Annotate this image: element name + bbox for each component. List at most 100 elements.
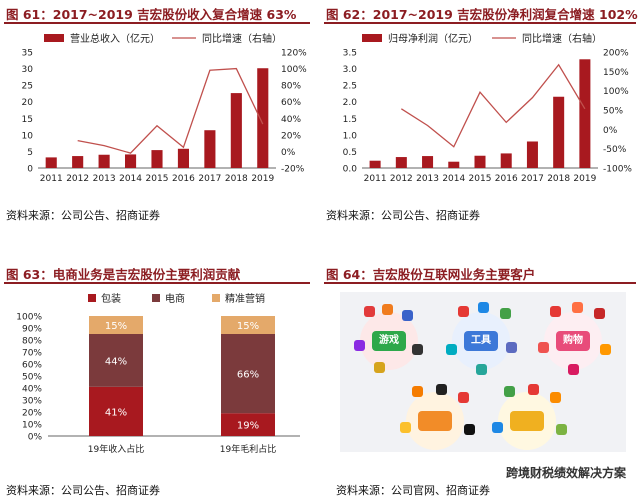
x-tick-label: 2019 (251, 174, 274, 184)
bar (474, 155, 486, 168)
bar (72, 156, 84, 168)
app-icon (492, 422, 503, 433)
bar (500, 153, 512, 168)
legend-swatch (152, 294, 160, 302)
fig64-source: 资料来源：公司官网、招商证券 (336, 484, 490, 497)
app-icon (458, 306, 469, 317)
x-tick-label: 2012 (66, 174, 89, 184)
app-icon (568, 364, 579, 375)
bar (422, 156, 434, 168)
app-icon (550, 306, 561, 317)
bar (204, 130, 216, 168)
y-tick-label: 2.0 (343, 98, 358, 108)
bar (395, 157, 407, 168)
y-tick-label: 1.5 (343, 115, 357, 125)
x-tick-label: 19年收入占比 (88, 443, 144, 455)
y-tick-label: 0 (27, 165, 33, 175)
fig62-rule (324, 22, 636, 24)
category-video-label (510, 411, 544, 431)
fig62-source: 资料来源：公司公告、招商证券 (326, 209, 480, 222)
y2-tick-label: 150% (603, 68, 629, 78)
x-tick-label: 2013 (416, 174, 439, 184)
app-icon (458, 392, 469, 403)
bar (125, 154, 137, 168)
bar (553, 96, 565, 168)
y2-tick-label: 50% (603, 107, 623, 117)
y-tick-label: 25 (22, 82, 33, 92)
y2-tick-label: -20% (281, 165, 305, 175)
x-tick-label: 2011 (364, 174, 387, 184)
fig61-title: 图 61：2017~2019 吉宏股份收入复合增速 63% (6, 7, 297, 22)
fig64-title: 图 64：吉宏股份互联网业务主要客户 (326, 267, 536, 282)
app-icon (354, 340, 365, 351)
watermark-text: 跨境财税绩效解决方案 (501, 463, 630, 482)
app-icon (364, 306, 375, 317)
app-icon (538, 342, 549, 353)
app-icon (402, 310, 413, 321)
legend-bar-swatch (44, 34, 64, 42)
app-icon (600, 344, 611, 355)
video-cluster (498, 392, 556, 450)
bar (45, 157, 57, 168)
y2-tick-label: 20% (281, 131, 301, 141)
stack-segment (89, 316, 143, 334)
x-tick-label: 2016 (172, 174, 195, 184)
bar (448, 161, 460, 168)
y-tick-label: 20 (22, 98, 34, 108)
app-icon (506, 342, 517, 353)
y2-tick-label: 0% (281, 148, 296, 158)
x-tick-label: 19年毛利占比 (220, 443, 276, 455)
app-icon (594, 308, 605, 319)
legend-line-label: 同比增速（右轴） (522, 32, 602, 45)
category-tools-label: 工具 (464, 331, 498, 351)
legend-label: 包装 (101, 292, 121, 305)
fig63-rule (4, 282, 310, 284)
legend-swatch (212, 294, 220, 302)
app-icon (400, 422, 411, 433)
y-tick-label: 30% (22, 397, 42, 407)
x-tick-label: 2019 (573, 174, 596, 184)
bar (257, 68, 269, 168)
x-tick-label: 2013 (93, 174, 116, 184)
y-tick-label: 40% (22, 385, 42, 395)
x-tick-label: 2018 (225, 174, 248, 184)
category-shopping-label: 购物 (556, 331, 590, 351)
app-icon (436, 384, 447, 395)
y-tick-label: 30 (22, 65, 34, 75)
bar (369, 160, 381, 168)
stack-segment (221, 334, 275, 414)
fig61-chart: 0 5 10 15 20 25 30 35 -20% 0% 20% 40% 60% 80% 100% 120%… (22, 32, 308, 184)
shopping-cluster: 购物 (544, 312, 602, 370)
legend-bar-label: 营业总收入（亿元） (70, 32, 160, 45)
fig61-rule (4, 22, 310, 24)
y2-tick-label: -50% (603, 145, 627, 155)
x-tick-label: 2015 (469, 174, 492, 184)
y-tick-label: 80% (22, 337, 42, 347)
games-cluster: 游戏 (360, 312, 418, 370)
fig62-title: 图 62：2017~2019 吉宏股份净利润复合增速 102% (326, 7, 638, 22)
bar (177, 148, 189, 168)
y-tick-label: 1.0 (343, 131, 358, 141)
bar (98, 154, 110, 168)
y-tick-label: 100% (16, 313, 42, 323)
y2-tick-label: 60% (281, 98, 301, 108)
app-icon (528, 384, 539, 395)
app-icon (478, 302, 489, 313)
fig61-source: 资料来源：公司公告、招商证券 (6, 209, 160, 222)
legend-swatch (88, 294, 96, 302)
fig63-title: 图 63：电商业务是吉宏股份主要利润贡献 (6, 267, 241, 282)
data-label: 41% (105, 407, 127, 418)
y2-tick-label: 100% (603, 87, 629, 97)
y2-tick-label: 120% (281, 49, 307, 59)
y-tick-label: 50% (22, 373, 42, 383)
data-label: 15% (105, 321, 127, 332)
x-tick-label: 2018 (547, 174, 570, 184)
y2-tick-label: 200% (603, 49, 629, 59)
y2-tick-label: 80% (281, 82, 301, 92)
y-tick-label: 3.5 (343, 49, 357, 59)
y-tick-label: 90% (22, 325, 42, 335)
y2-tick-label: 100% (281, 65, 307, 75)
app-icon (504, 386, 515, 397)
legend-bar-label: 归母净利润（亿元） (388, 32, 478, 45)
app-icon (500, 308, 511, 319)
